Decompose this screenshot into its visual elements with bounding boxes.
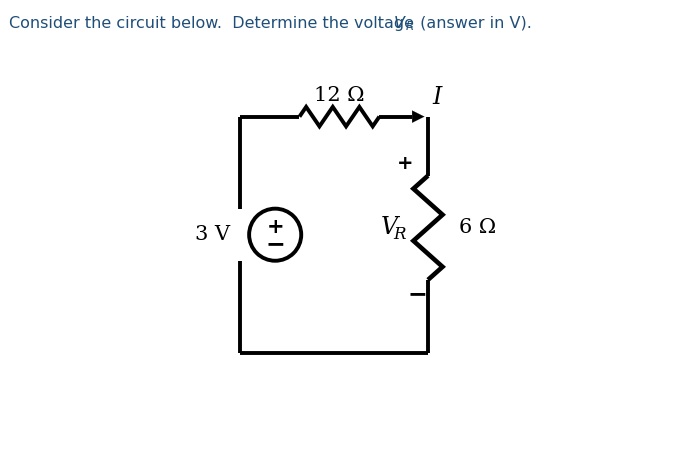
Text: Consider the circuit below.  Determine the voltage: Consider the circuit below. Determine th… xyxy=(9,16,419,31)
Text: V: V xyxy=(381,216,398,239)
Text: V: V xyxy=(394,16,405,31)
Text: (answer in V).: (answer in V). xyxy=(415,16,532,31)
Text: −: − xyxy=(407,282,427,306)
Text: 6 Ω: 6 Ω xyxy=(459,218,497,237)
Text: I: I xyxy=(432,86,441,109)
Text: 3 V: 3 V xyxy=(195,225,230,244)
Text: R: R xyxy=(393,226,405,243)
Text: +: + xyxy=(397,154,414,173)
Text: −: − xyxy=(265,232,285,257)
Text: +: + xyxy=(266,217,284,237)
Text: 12 Ω: 12 Ω xyxy=(314,86,365,105)
Text: R: R xyxy=(406,20,414,33)
